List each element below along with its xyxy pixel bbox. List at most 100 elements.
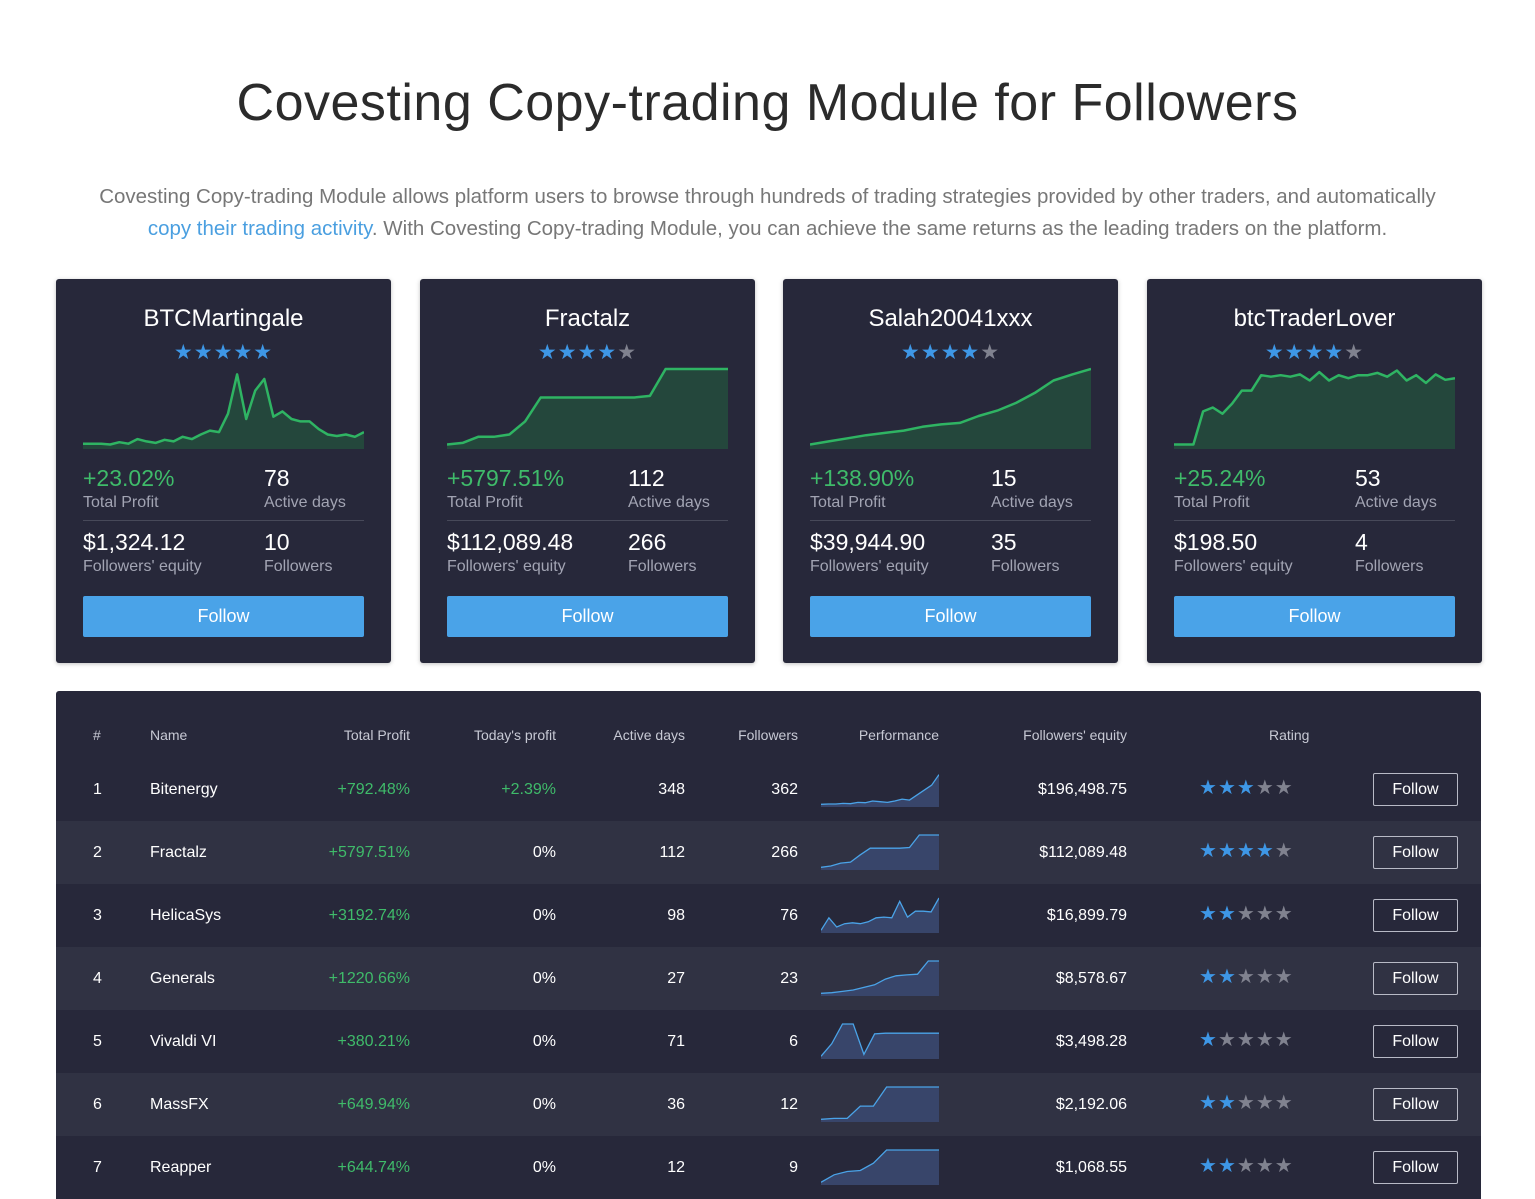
star-filled-icon: ★ xyxy=(1217,1155,1237,1177)
active-days-value: 78 xyxy=(264,465,290,491)
followers-equity-label: Followers' equity xyxy=(1174,558,1293,575)
star-empty-icon: ★ xyxy=(1274,1155,1294,1177)
follow-button[interactable]: Follow xyxy=(1373,1151,1458,1184)
follow-button[interactable]: Follow xyxy=(1373,836,1458,869)
intro-text-continued: . With Covesting Copy-trading Module, yo… xyxy=(371,216,1388,240)
header-total-profit[interactable]: Total Profit xyxy=(343,727,410,743)
star-empty-icon: ★ xyxy=(1255,903,1275,925)
star-filled-icon: ★ xyxy=(1304,341,1325,364)
trader-name-cell[interactable]: Bitenergy xyxy=(150,781,218,798)
follow-button[interactable]: Follow xyxy=(810,596,1091,637)
today-profit-cell: 0% xyxy=(532,970,556,987)
star-empty-icon: ★ xyxy=(1274,903,1294,925)
followers-equity-label: Followers' equity xyxy=(810,558,929,575)
today-profit-cell: +2.39% xyxy=(501,781,556,798)
star-empty-icon: ★ xyxy=(1236,903,1256,925)
star-filled-icon: ★ xyxy=(173,341,194,364)
rating-stars: ★★★★★ xyxy=(1199,1010,1294,1071)
copy-trading-link[interactable]: copy their trading activity xyxy=(147,216,372,240)
trader-name[interactable]: BTCMartingale xyxy=(143,305,304,332)
trader-name-cell[interactable]: Generals xyxy=(150,970,215,987)
follow-button[interactable]: Follow xyxy=(1373,773,1458,806)
table-row[interactable]: 1 Bitenergy +792.48% +2.39% 348 362 $196,498.7… xyxy=(56,758,1481,821)
performance-sparkline xyxy=(820,1023,939,1059)
divider xyxy=(810,520,1091,521)
header-name[interactable]: Name xyxy=(150,727,188,743)
performance-sparkline xyxy=(820,834,939,870)
follow-button[interactable]: Follow xyxy=(447,596,728,637)
table-row[interactable]: 3 HelicaSys +3192.74% 0% 98 76 $16,899.79 ★★★★★… xyxy=(56,884,1481,947)
star-filled-icon: ★ xyxy=(1199,1029,1218,1051)
follow-button[interactable]: Follow xyxy=(1373,1088,1458,1121)
trader-name[interactable]: Fractalz xyxy=(544,305,631,332)
followers-count-label: Followers xyxy=(264,558,333,575)
followers-cell: 6 xyxy=(789,1033,798,1050)
star-empty-icon: ★ xyxy=(1255,1029,1275,1051)
table-row[interactable]: 4 Generals +1220.66% 0% 27 23 $8,578.67 ★★★★★ Fo… xyxy=(56,947,1481,1010)
traders-table: # Name Total Profit Today's profit Activ… xyxy=(56,691,1481,1199)
header-followers[interactable]: Followers xyxy=(738,727,798,743)
header-active-days[interactable]: Active days xyxy=(613,727,685,743)
trader-name-cell[interactable]: Fractalz xyxy=(150,844,207,861)
table-row[interactable]: 5 Vivaldi VI +380.21% 0% 71 6 $3,498.28 ★★★★★ Fo… xyxy=(56,1010,1481,1073)
header-performance: Performance xyxy=(858,727,939,743)
trader-name-cell[interactable]: Reapper xyxy=(150,1159,212,1176)
total-profit-value: +25.24% xyxy=(1174,465,1266,491)
rating-stars: ★★★★★ xyxy=(1199,758,1294,819)
star-filled-icon: ★ xyxy=(597,341,618,364)
trader-name-cell[interactable]: MassFX xyxy=(150,1096,209,1113)
rank-cell: 2 xyxy=(93,844,102,861)
rank-cell: 6 xyxy=(93,1096,102,1113)
today-profit-cell: 0% xyxy=(532,1096,556,1113)
follow-button[interactable]: Follow xyxy=(83,596,364,637)
trader-name[interactable]: btcTraderLover xyxy=(1233,305,1396,332)
star-filled-icon: ★ xyxy=(213,341,234,364)
star-empty-icon: ★ xyxy=(980,341,1001,364)
followers-cell: 362 xyxy=(771,781,798,798)
followers-count-label: Followers xyxy=(991,558,1060,575)
table-row[interactable]: 2 Fractalz +5797.51% 0% 112 266 $112,089.48 ★★★… xyxy=(56,821,1481,884)
star-filled-icon: ★ xyxy=(1236,840,1256,862)
total-profit-cell: +3192.74% xyxy=(328,907,410,924)
star-filled-icon: ★ xyxy=(1199,840,1218,862)
follow-button[interactable]: Follow xyxy=(1373,1025,1458,1058)
star-filled-icon: ★ xyxy=(253,341,274,364)
followers-equity-cell: $196,498.75 xyxy=(1038,781,1127,798)
follow-button[interactable]: Follow xyxy=(1373,962,1458,995)
total-profit-cell: +792.48% xyxy=(337,781,410,798)
trader-card: BTCMartingale ★★★★★ +23.02% Total Profit 78 A… xyxy=(56,279,391,663)
profit-chart xyxy=(1174,367,1456,449)
table-row[interactable]: 6 MassFX +649.94% 0% 36 12 $2,192.06 ★★★★★ Follo… xyxy=(56,1073,1481,1136)
header-today-profit[interactable]: Today's profit xyxy=(473,727,556,743)
total-profit-value: +23.02% xyxy=(83,465,175,491)
star-filled-icon: ★ xyxy=(1217,903,1237,925)
trader-rating: ★★★★★ xyxy=(1147,340,1482,365)
trader-name[interactable]: Salah20041xxx xyxy=(868,305,1033,332)
today-profit-cell: 0% xyxy=(532,1159,556,1176)
star-filled-icon: ★ xyxy=(537,341,558,364)
trader-name-cell[interactable]: Vivaldi VI xyxy=(150,1033,217,1050)
followers-count-label: Followers xyxy=(628,558,697,575)
table-row[interactable]: 7 Reapper +644.74% 0% 12 9 $1,068.55 ★★★★★ Follo… xyxy=(56,1136,1481,1199)
star-filled-icon: ★ xyxy=(900,341,921,364)
star-filled-icon: ★ xyxy=(1217,966,1237,988)
followers-count-value: 35 xyxy=(991,529,1017,555)
star-empty-icon: ★ xyxy=(1274,1029,1294,1051)
followers-cell: 23 xyxy=(780,970,798,987)
rank-cell: 5 xyxy=(93,1033,102,1050)
rating-stars: ★★★★★ xyxy=(1199,1073,1294,1134)
follow-button[interactable]: Follow xyxy=(1373,899,1458,932)
header-rating[interactable]: Rating xyxy=(1269,727,1310,743)
star-filled-icon: ★ xyxy=(1199,1092,1218,1114)
star-filled-icon: ★ xyxy=(233,341,254,364)
header-equity[interactable]: Followers' equity xyxy=(1023,727,1127,743)
star-filled-icon: ★ xyxy=(577,341,598,364)
performance-sparkline xyxy=(820,897,940,933)
star-filled-icon: ★ xyxy=(1284,341,1305,364)
trader-name-cell[interactable]: HelicaSys xyxy=(150,907,222,924)
follow-button[interactable]: Follow xyxy=(1174,596,1455,637)
followers-equity-cell: $8,578.67 xyxy=(1055,970,1127,987)
total-profit-cell: +5797.51% xyxy=(328,844,410,861)
active-days-value: 112 xyxy=(628,465,665,491)
star-empty-icon: ★ xyxy=(1255,1092,1275,1114)
